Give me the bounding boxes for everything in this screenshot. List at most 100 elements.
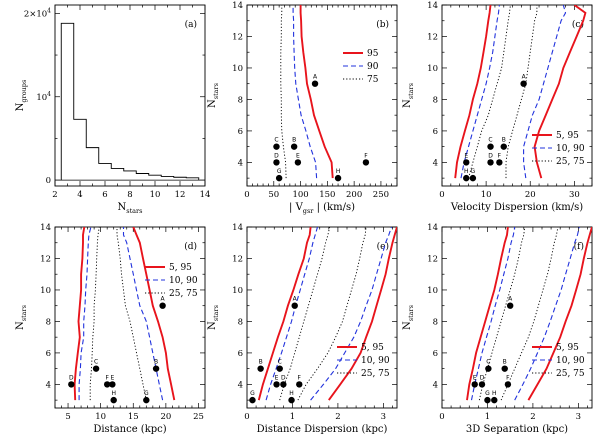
- histogram-bar: [74, 119, 87, 180]
- histogram-bar: [86, 148, 99, 181]
- legend: 5, 95 10, 90 25, 75: [145, 263, 198, 299]
- panel-label: (f): [574, 241, 584, 252]
- y-tick-label: 6: [433, 127, 438, 137]
- y-axis-label-main: N: [15, 102, 26, 111]
- y-tick-label: 12: [427, 32, 438, 42]
- histogram-bar: [161, 176, 174, 180]
- y-axis-label: Nstars: [207, 83, 220, 108]
- legend-label: 25, 75: [556, 369, 585, 379]
- y-tick-label: 0: [46, 176, 51, 186]
- data-point: [500, 143, 507, 150]
- y-tick-label: 10: [232, 286, 243, 296]
- data-point: [362, 159, 370, 166]
- series-line-25: [468, 5, 511, 179]
- histogram-bar: [136, 173, 149, 180]
- y-axis-label: Nstars: [402, 83, 415, 108]
- x-tick-label: 10: [481, 190, 492, 200]
- data-point-label: F: [298, 374, 302, 381]
- series-line-95: [299, 5, 334, 179]
- x-axis-label-main: 3D Separation (kpc): [466, 424, 568, 435]
- y-tick-label: 8: [238, 95, 243, 105]
- x-tick-label: 100: [292, 190, 308, 200]
- series-line-75: [280, 5, 287, 179]
- y-axis-label-main: N: [207, 99, 218, 108]
- data-point-label: E: [296, 152, 300, 159]
- y-tick-label-main: 0: [46, 176, 51, 186]
- x-axis-label: 3D Separation (kpc): [466, 424, 568, 435]
- data-point: [275, 174, 283, 182]
- data-point: [143, 396, 150, 404]
- y-tick-label-main: 2×10: [24, 9, 47, 19]
- plot-area: A C B D F E H G: [68, 227, 176, 404]
- y-tick-label: 10: [427, 64, 438, 74]
- data-point-label: C: [488, 137, 492, 144]
- y-axis-label-sub: stars: [407, 305, 415, 321]
- series-line-25: [89, 227, 100, 401]
- plot-frame: [246, 226, 398, 409]
- data-point: [291, 302, 298, 309]
- histogram-bar: [149, 175, 162, 180]
- series-line-90: [122, 227, 164, 401]
- series-line-90: [523, 5, 567, 179]
- data-point-label: F: [498, 152, 502, 159]
- x-tick-label: 20: [160, 412, 171, 422]
- x-tick-label: 2: [335, 412, 340, 422]
- data-point-label: G: [471, 168, 476, 175]
- y-tick-label: 8: [238, 317, 243, 327]
- data-point-label: D: [274, 152, 279, 159]
- plot-area: [55, 22, 205, 181]
- data-point: [478, 381, 486, 388]
- x-axis-label: Distance (kpc): [93, 424, 166, 435]
- x-axis-label-sub: stars: [126, 207, 142, 215]
- data-point-label: C: [274, 137, 278, 144]
- data-point: [471, 381, 478, 388]
- data-point: [273, 159, 280, 166]
- data-point: [152, 365, 160, 372]
- x-axis-label: Distance Dispersion (kpc): [257, 424, 388, 435]
- data-point-label: C: [278, 359, 282, 366]
- plot-frame: [441, 226, 593, 409]
- x-axis-label-main: Distance Dispersion (kpc): [257, 424, 388, 435]
- panel-label: (d): [184, 241, 197, 252]
- series-line-10: [78, 227, 92, 401]
- x-tick-label: 1: [290, 412, 295, 422]
- x-tick-label: 2: [52, 190, 57, 200]
- data-point-label: F: [105, 374, 109, 381]
- data-point: [506, 302, 514, 309]
- data-point-label: C: [486, 359, 490, 366]
- series-line-5: [454, 5, 492, 179]
- data-point: [520, 80, 527, 87]
- data-point-label: B: [154, 359, 158, 366]
- legend-label: 95: [367, 49, 379, 59]
- data-point: [294, 159, 302, 166]
- x-axis-label-main: Distance (kpc): [93, 424, 166, 435]
- data-point: [280, 381, 287, 388]
- data-point-label: G: [485, 390, 490, 397]
- data-point: [463, 174, 470, 182]
- legend-label: 75: [367, 75, 379, 85]
- x-tick-label: 14: [200, 190, 211, 200]
- data-point-label: A: [293, 296, 298, 303]
- data-point-label: B: [503, 359, 507, 366]
- data-point: [273, 143, 280, 150]
- y-tick-label: 12: [40, 254, 51, 264]
- data-point: [463, 159, 470, 166]
- y-tick-label: 14: [427, 223, 438, 233]
- x-axis-label-main: | V: [289, 202, 304, 213]
- data-point-label: B: [502, 137, 506, 144]
- y-tick-label-main: 10: [36, 93, 47, 103]
- data-point-label: D: [69, 374, 74, 381]
- y-tick-label: 10: [40, 286, 51, 296]
- y-tick-label: 104: [36, 91, 51, 103]
- data-point-label: E: [275, 374, 279, 381]
- data-point-label: B: [259, 359, 263, 366]
- panel-label: (c): [572, 19, 584, 30]
- histogram-outline: [60, 22, 200, 181]
- data-point: [110, 396, 117, 404]
- series-line-5: [73, 227, 86, 401]
- legend-label: 10, 90: [556, 144, 585, 154]
- x-tick-label: 6: [102, 190, 107, 200]
- x-axis-label: Velocity Dispersion (km/s): [450, 202, 583, 213]
